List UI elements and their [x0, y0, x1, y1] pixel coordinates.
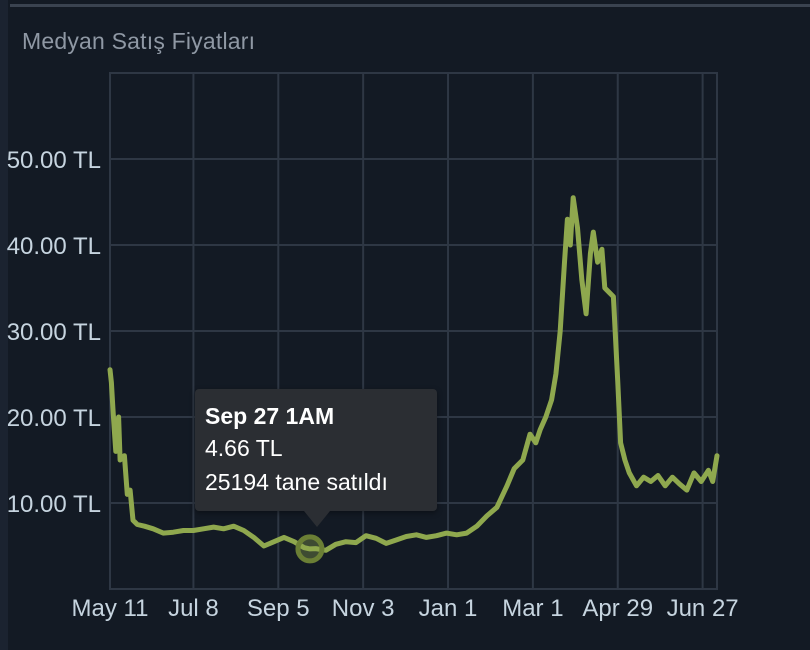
x-tick-label: Sep 5	[247, 595, 310, 622]
chart-title: Medyan Satış Fiyatları	[22, 28, 256, 54]
y-tick-label: 40.00 TL	[7, 233, 101, 260]
x-tick-label: Jun 27	[667, 595, 739, 622]
price-series-line	[107, 195, 720, 553]
x-tick-label: Nov 3	[332, 595, 395, 622]
y-tick-label: 20.00 TL	[7, 405, 101, 432]
x-tick-label: Mar 1	[502, 595, 563, 622]
tooltip-date: Sep 27 1AM	[205, 403, 335, 429]
hover-point-marker	[295, 534, 325, 564]
y-tick-label: 50.00 TL	[7, 147, 101, 174]
top-divider	[10, 4, 810, 7]
x-tick-label: May 11	[72, 595, 149, 622]
x-tick-label: Jan 1	[419, 595, 478, 622]
y-tick-label: 30.00 TL	[7, 319, 101, 346]
hover-tooltip: Sep 27 1AM 4.66 TL 25194 tane satıldı	[195, 389, 437, 527]
x-tick-label: Jul 8	[168, 595, 219, 622]
tooltip-price: 4.66 TL	[205, 435, 283, 461]
x-tick-label: Apr 29	[582, 595, 653, 622]
tooltip-sold-count: 25194 tane satıldı	[205, 469, 388, 495]
y-tick-label: 10.00 TL	[7, 491, 101, 518]
left-panel-edge	[0, 0, 8, 650]
